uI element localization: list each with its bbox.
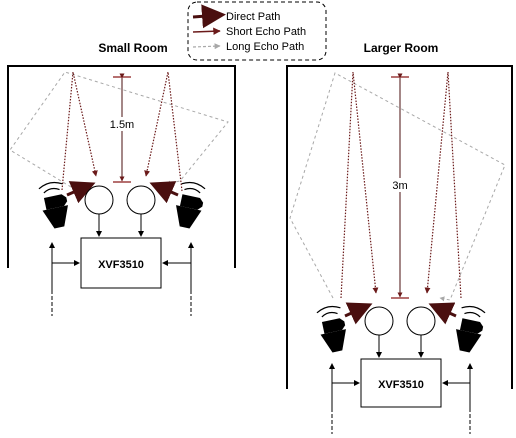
long-echo-legend-icon — [192, 43, 221, 50]
small-room-walls — [7, 65, 236, 268]
legend-long-label: Long Echo Path — [226, 41, 304, 53]
legend: Direct Path Short Echo Path Long Echo Pa… — [187, 1, 327, 61]
small-short-echo-path-right — [144, 71, 183, 192]
small-room: Small Room 1.5m — [7, 41, 236, 316]
speaker-icon — [316, 305, 351, 355]
microphone-icon — [364, 306, 394, 336]
small-chip-label: XVF3510 — [98, 259, 144, 271]
speaker-icon — [451, 305, 486, 355]
large-chip-box — [360, 358, 442, 408]
larger-room-walls — [286, 65, 513, 389]
speaker-icon — [171, 181, 206, 231]
speaker-icon — [38, 181, 73, 231]
small-chip-box — [80, 237, 162, 289]
small-short-echo-path-left — [61, 71, 98, 191]
microphone-icon — [84, 185, 114, 215]
small-long-echo-path — [9, 71, 229, 188]
microphone-icon — [406, 306, 436, 336]
legend-short-label: Short Echo Path — [226, 26, 306, 38]
microphone-icon — [126, 185, 156, 215]
larger-room-title: Larger Room — [364, 41, 439, 55]
direct-path-legend-icon — [192, 4, 226, 29]
large-direct-path-right — [428, 302, 457, 325]
large-short-echo-path-left — [340, 71, 379, 299]
large-short-echo-path-right — [424, 71, 462, 299]
larger-room: Larger Room 3m — [286, 41, 513, 434]
legend-direct-label: Direct Path — [226, 11, 280, 23]
small-direct-path-left — [66, 181, 96, 204]
large-direct-path-left — [344, 302, 373, 325]
large-distance-label: 3m — [392, 180, 407, 192]
short-echo-legend-icon — [192, 27, 221, 35]
large-chip-label: XVF3510 — [378, 379, 424, 391]
small-direct-path-right — [149, 181, 179, 204]
small-room-title: Small Room — [98, 41, 167, 55]
small-distance-label: 1.5m — [110, 119, 134, 131]
large-long-echo-path — [289, 72, 506, 302]
